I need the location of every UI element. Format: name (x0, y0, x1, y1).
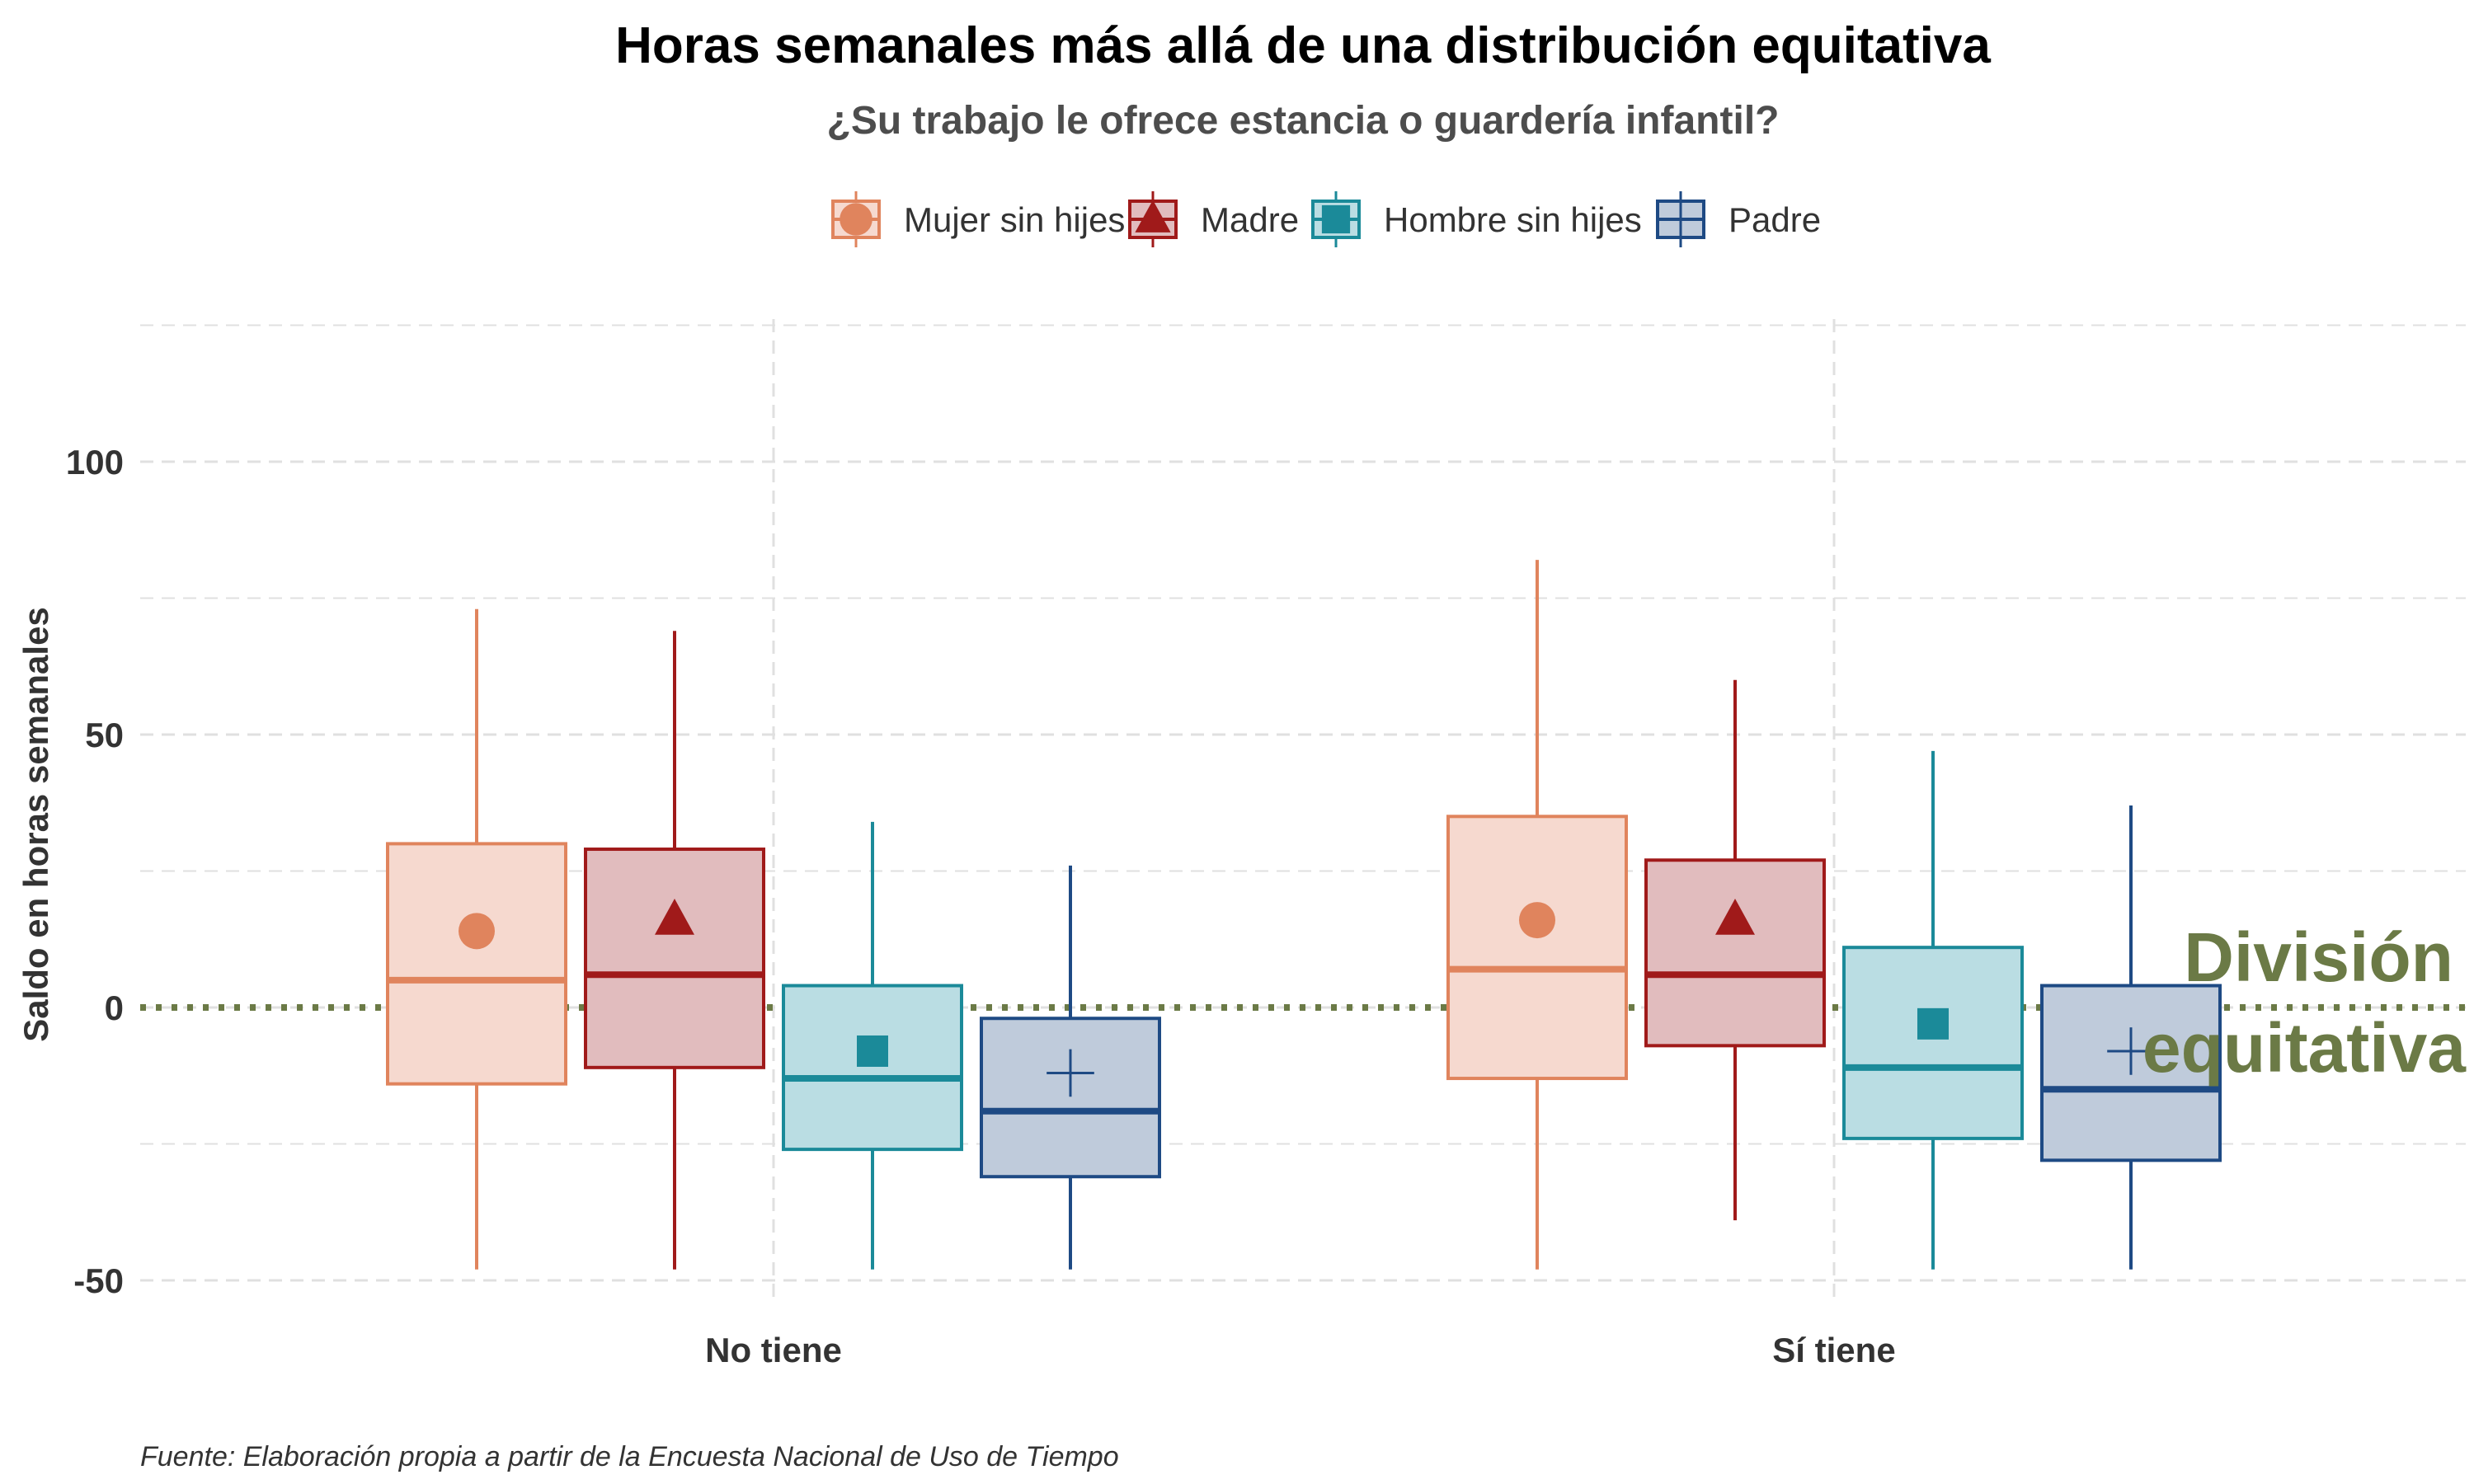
legend-item: Hombre sin hijes (1311, 191, 1642, 247)
box-hombre-sin-hijes-0 (782, 821, 963, 1270)
mean-marker (857, 1035, 888, 1067)
x-tick-label: Sí tiene (1772, 1331, 1895, 1369)
legend-item: Mujer sin hijes (831, 191, 1125, 247)
box-iqr (386, 842, 567, 1086)
y-axis-title: Saldo en horas semanales (16, 607, 55, 1042)
mean-marker (1917, 1007, 1949, 1040)
y-tick-label: 0 (105, 989, 124, 1027)
legend-label: Mujer sin hijes (904, 200, 1125, 239)
box-mujer-sin-hijes-0 (386, 608, 567, 1270)
mean-marker (655, 899, 694, 935)
y-tick-label: 100 (66, 443, 124, 481)
legend: Mujer sin hijes Madre Hombre sin hijes Padr… (831, 191, 1821, 247)
chart-subtitle: ¿Su trabajo le ofrece estancia o guarder… (827, 99, 1780, 143)
box-hombre-sin-hijes-1 (1842, 750, 2024, 1270)
mean-marker (459, 913, 495, 950)
mean-marker (2107, 1027, 2155, 1075)
box-iqr (584, 848, 765, 1069)
x-tick-label: No tiene (705, 1331, 842, 1369)
x-tick-labels: No tiene Sí tiene (705, 1331, 1896, 1369)
box-iqr (1842, 946, 2024, 1140)
box-iqr (1644, 858, 1826, 1048)
chart-title: Horas semanales más allá de una distribu… (615, 17, 1991, 74)
boxes-layer (386, 560, 2222, 1270)
box-iqr (980, 1017, 1161, 1179)
box-madre-0 (584, 631, 765, 1270)
box-padre-1 (2040, 805, 2222, 1270)
annotation-line-2: equitativa (2142, 1009, 2467, 1087)
legend-item: Padre (1656, 191, 1821, 247)
y-tick-labels: -50 0 50 100 (66, 443, 124, 1300)
y-tick-label: -50 (73, 1261, 124, 1300)
legend-key-marker (1321, 204, 1351, 234)
box-iqr (782, 984, 963, 1152)
mean-marker (1519, 902, 1555, 939)
annotation-line-1: División (2184, 918, 2453, 996)
box-iqr (1446, 815, 1628, 1081)
box-padre-0 (980, 865, 1161, 1270)
y-tick-label: 50 (85, 716, 124, 754)
mean-marker (1047, 1049, 1094, 1097)
box-madre-1 (1644, 679, 1826, 1221)
legend-label: Padre (1729, 200, 1821, 239)
mean-marker (1715, 899, 1755, 935)
annotation-layer: División equitativa (2142, 918, 2467, 1087)
legend-item: Madre (1128, 191, 1299, 247)
caption: Fuente: Elaboración propia a partir de l… (140, 1441, 1119, 1472)
legend-label: Hombre sin hijes (1384, 200, 1642, 239)
legend-key-marker (840, 203, 872, 236)
box-mujer-sin-hijes-1 (1446, 560, 1628, 1270)
legend-key-marker (1135, 200, 1171, 232)
legend-key-marker (1659, 198, 1702, 241)
legend-label: Madre (1201, 200, 1299, 239)
